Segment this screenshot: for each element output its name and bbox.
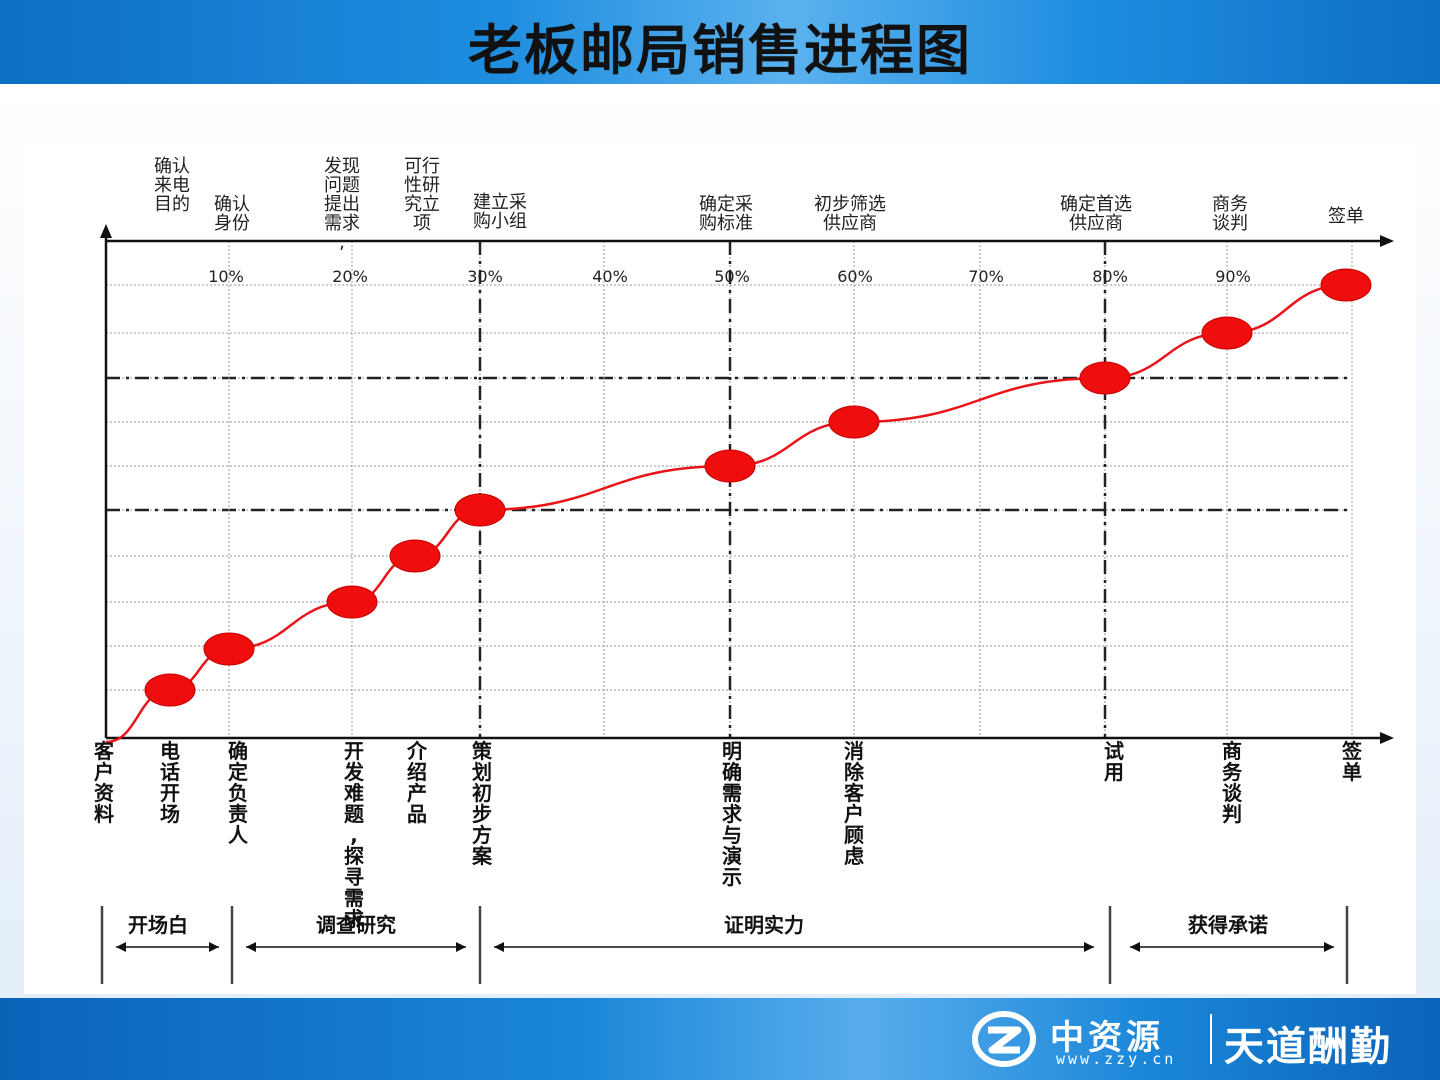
brand-divider	[1210, 1014, 1212, 1064]
top-stage-label: 确定首选供应商	[1060, 194, 1132, 234]
progress-marker	[144, 673, 196, 707]
slide-title: 老板邮局销售进程图	[468, 19, 972, 82]
progress-marker	[1079, 361, 1131, 395]
top-stage-label: 发现问题提出需求,	[324, 156, 360, 253]
bottom-step-label: 试用	[1104, 739, 1124, 784]
phase-arrow-left	[246, 942, 256, 952]
progress-marker	[704, 449, 756, 483]
bottom-step-label: 消除客户顾虑	[843, 739, 865, 868]
percent-label: 40%	[592, 267, 628, 286]
phase-arrow-left	[494, 942, 504, 952]
top-stage-label: 建立采购小组	[473, 192, 527, 232]
brand-url: www.zzy.cn	[1056, 1050, 1177, 1068]
y-axis-arrow	[100, 224, 112, 238]
top-stage-label: 初步筛选供应商	[814, 194, 886, 234]
progress-marker	[1201, 316, 1253, 350]
progress-marker	[828, 405, 880, 439]
progress-marker	[389, 539, 441, 573]
percent-label: 70%	[968, 267, 1004, 286]
progress-curve	[105, 283, 1347, 744]
footer-bar: 中资源 www.zzy.cn 天道酬勤	[0, 998, 1440, 1080]
bottom-step-label: 电话开场	[160, 739, 180, 826]
bottom-step-label: 介绍产品	[406, 739, 428, 826]
phase-arrow-left	[116, 942, 126, 952]
bottom-step-label: 开发难题,探寻需求	[343, 739, 365, 931]
phase-arrow-right	[209, 942, 219, 952]
top-stage-label: 商务谈判	[1212, 194, 1248, 234]
top-stage-label: 确认来电目的	[154, 156, 190, 215]
bottom-step-label: 客户资料	[93, 739, 115, 826]
phase-label: 证明实力	[724, 913, 804, 937]
percent-label: 10%	[208, 267, 244, 286]
top-stage-label: 确定采购标准	[699, 194, 753, 234]
title-bar: 老板邮局销售进程图	[0, 0, 1440, 84]
bottom-step-label: 签单	[1341, 739, 1363, 784]
phase-arrow-right	[1324, 942, 1334, 952]
percent-label: 50%	[714, 267, 750, 286]
zzy-logo-icon	[972, 1011, 1036, 1067]
x-axis-bottom-arrow	[1380, 732, 1394, 744]
x-axis-top-arrow	[1380, 235, 1394, 247]
percent-label: 30%	[467, 267, 503, 286]
phase-arrow-right	[456, 942, 466, 952]
percent-label: 80%	[1092, 267, 1128, 286]
phase-label: 调查研究	[316, 913, 396, 937]
phase-arrow-left	[1130, 942, 1140, 952]
bottom-step-label: 策划初步方案	[471, 739, 493, 868]
phase-label: 获得承诺	[1188, 913, 1268, 937]
progress-marker	[1320, 268, 1372, 302]
top-stage-label: 签单	[1328, 206, 1364, 227]
percent-label: 90%	[1215, 267, 1251, 286]
brand-slogan: 天道酬勤	[1224, 1023, 1392, 1070]
percent-label: 60%	[837, 267, 873, 286]
top-stage-label: 确认身份	[214, 194, 250, 234]
phase-arrow-right	[1084, 942, 1094, 952]
bottom-step-label: 确定负责人	[228, 739, 249, 847]
sales-process-diagram: 10% 20% 30% 40% 50% 60% 70% 80% 90% 确认来电目的 确认身份 发现问…	[93, 156, 1394, 984]
progress-marker	[203, 632, 255, 666]
progress-marker	[326, 585, 378, 619]
bottom-step-label: 商务谈判	[1222, 739, 1243, 826]
brand-name: 中资源	[1050, 1018, 1164, 1058]
percent-label: 20%	[332, 267, 368, 286]
diagram-panel: 10% 20% 30% 40% 50% 60% 70% 80% 90% 确认来电目的 确认身份 发现问…	[24, 144, 1416, 994]
top-stage-label: 可行性研究立项	[404, 156, 440, 234]
phase-label: 开场白	[128, 913, 188, 937]
progress-marker	[454, 493, 506, 527]
bottom-step-label: 明确需求与演示	[722, 739, 743, 889]
brand-block: 中资源 www.zzy.cn 天道酬勤	[972, 1008, 1422, 1070]
